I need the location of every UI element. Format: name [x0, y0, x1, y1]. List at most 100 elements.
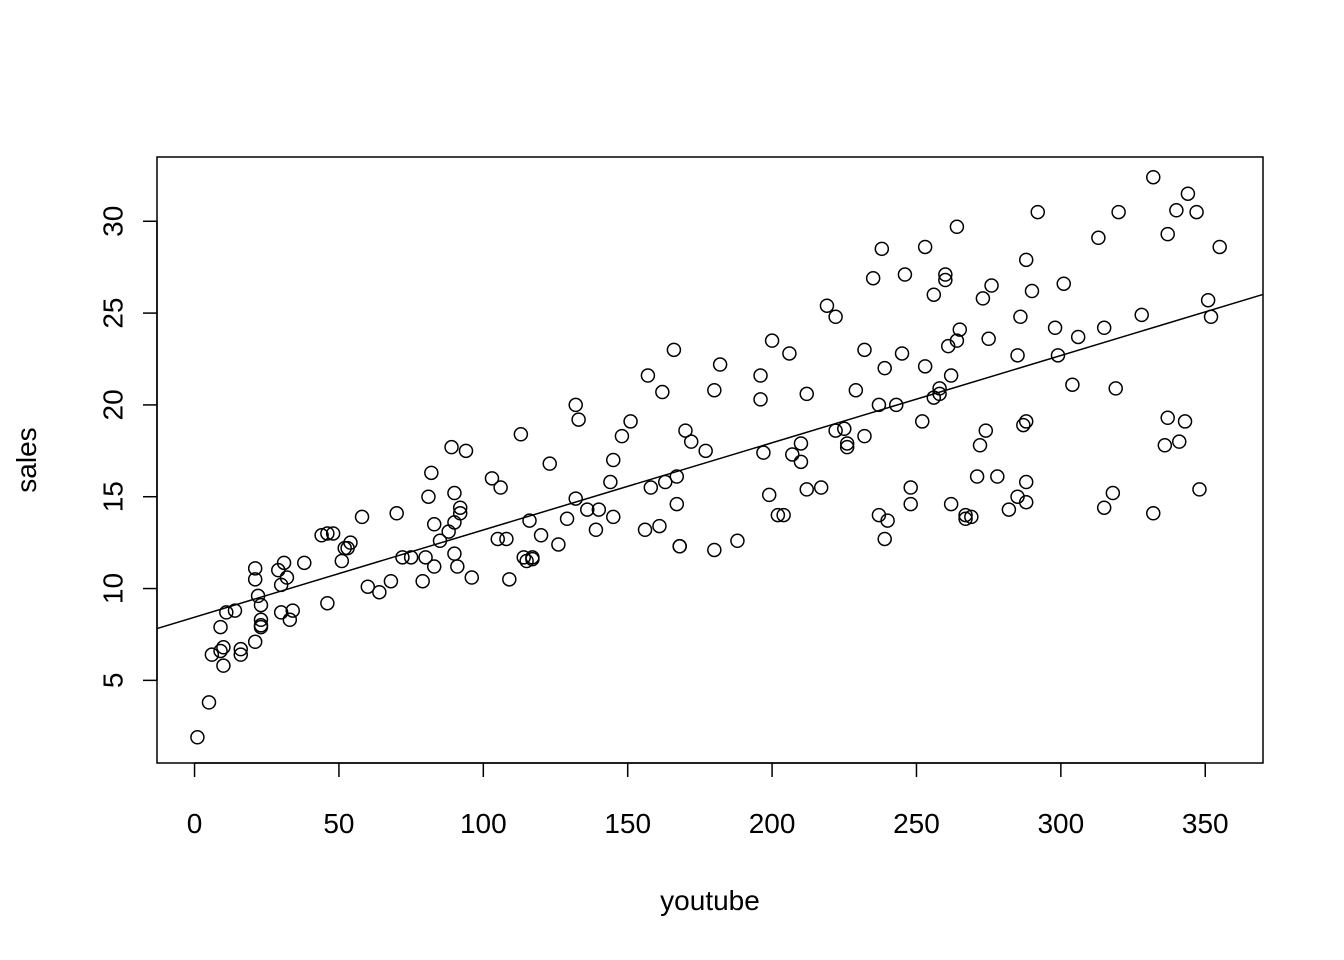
data-point [938, 272, 953, 288]
data-point [493, 480, 508, 495]
x-tick-label: 350 [1182, 808, 1229, 839]
data-point [201, 695, 217, 710]
y-axis-title: sales [11, 427, 42, 492]
data-point [1070, 329, 1086, 345]
data-point [1018, 414, 1034, 429]
data-point [452, 506, 468, 521]
data-point [320, 526, 335, 541]
data-point [525, 550, 540, 565]
data-point [1018, 474, 1034, 490]
data-point [568, 491, 583, 506]
data-point [914, 414, 930, 429]
data-point [389, 506, 404, 521]
data-point [591, 502, 607, 517]
data-point [273, 605, 289, 620]
data-point [1172, 434, 1187, 449]
data-point [753, 392, 768, 407]
data-point [669, 496, 685, 512]
y-tick-label: 15 [98, 481, 129, 512]
data-point [403, 550, 419, 565]
x-tick-label: 200 [749, 808, 796, 839]
x-tick-label: 100 [460, 808, 507, 839]
data-point [666, 342, 682, 358]
x-tick-label: 150 [604, 808, 651, 839]
data-point [1146, 506, 1161, 521]
data-point [943, 368, 959, 383]
data-point [897, 267, 913, 282]
data-point [877, 531, 892, 547]
data-point [848, 382, 864, 398]
data-point [415, 573, 430, 589]
data-point [672, 539, 687, 554]
data-point [1013, 309, 1028, 325]
data-point [276, 555, 292, 571]
data-point [1091, 230, 1106, 246]
data-point [516, 550, 531, 565]
data-point [894, 346, 910, 361]
data-point [372, 584, 387, 600]
data-point [426, 559, 442, 574]
data-point [753, 368, 768, 383]
data-point [383, 573, 399, 589]
data-point [464, 570, 480, 585]
data-point [253, 612, 269, 628]
data-point [839, 436, 855, 451]
x-axis: 0 50 100 150 200 250 300 350 [187, 762, 1229, 839]
data-point [418, 550, 433, 565]
data-point [1030, 204, 1046, 220]
data-point [926, 287, 942, 302]
data-point [1111, 204, 1126, 220]
data-point [282, 612, 298, 628]
data-point [314, 528, 329, 543]
data-point [932, 386, 947, 402]
data-point [614, 428, 630, 444]
data-point [354, 509, 370, 525]
data-point [247, 634, 263, 650]
data-point [1024, 283, 1040, 299]
data-point [655, 384, 670, 400]
data-point [764, 333, 780, 348]
data-point [637, 522, 653, 538]
data-point [770, 507, 786, 523]
data-point [424, 465, 439, 481]
data-point [334, 553, 350, 569]
data-point [285, 603, 300, 618]
data-point [1212, 239, 1227, 255]
data-point [606, 509, 621, 525]
data-point [233, 641, 248, 657]
data-point [216, 658, 231, 673]
data-point [458, 443, 474, 459]
data-point [819, 298, 835, 313]
data-point [793, 436, 809, 451]
data-point [360, 579, 376, 594]
data-point [877, 360, 892, 376]
data-point [253, 619, 269, 635]
data-point [813, 480, 829, 495]
data-point [857, 428, 872, 444]
data-point [1001, 502, 1017, 517]
data-point [1010, 348, 1025, 363]
data-point [952, 322, 968, 337]
data-point [447, 485, 462, 501]
data-point [707, 542, 722, 558]
data-point [903, 480, 918, 495]
data-point [447, 546, 462, 561]
data-point [917, 239, 933, 255]
data-point [799, 482, 814, 497]
data-point [969, 469, 985, 484]
data-point [447, 515, 462, 530]
data-point [1065, 377, 1080, 392]
data-point [580, 502, 595, 517]
y-tick-label: 5 [98, 673, 129, 689]
data-point [297, 555, 312, 571]
data-point [643, 480, 659, 495]
data-point [1018, 252, 1034, 268]
data-point [441, 524, 456, 539]
data-point [444, 439, 459, 455]
data-point [1157, 438, 1173, 453]
data-point [421, 489, 436, 504]
data-point [874, 241, 890, 257]
data-point [972, 438, 988, 453]
y-axis: 5 10 15 20 25 30 [98, 206, 158, 688]
